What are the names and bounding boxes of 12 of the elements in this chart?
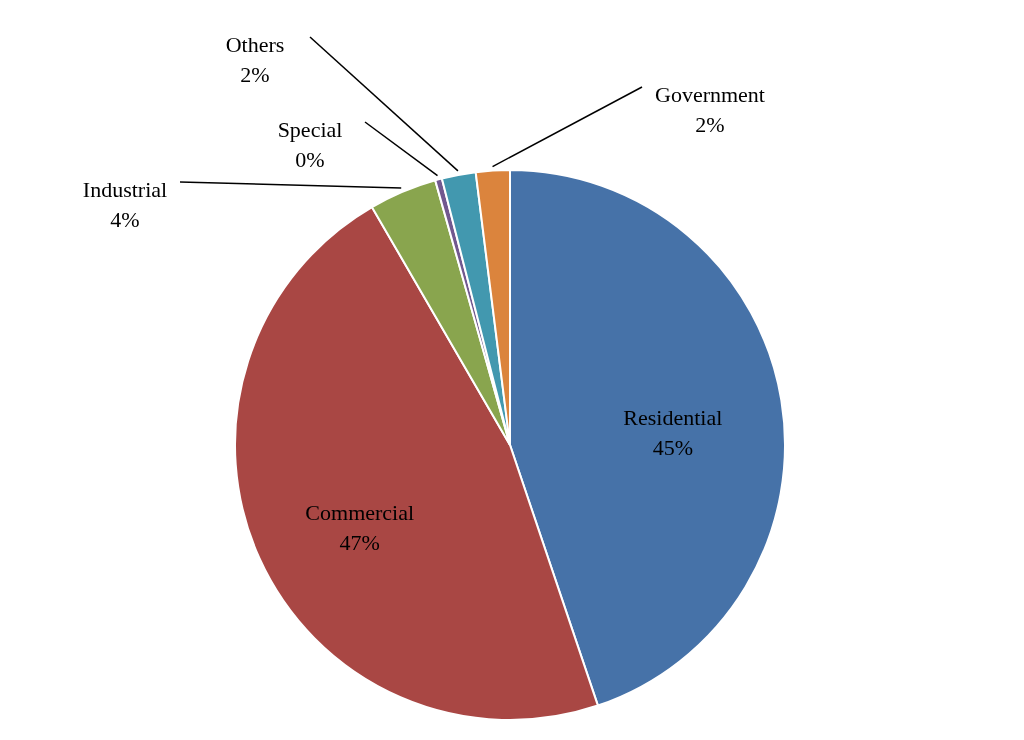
data-label: 4% xyxy=(110,207,140,232)
slice-label: Residential xyxy=(623,405,723,431)
slice-label: Government xyxy=(655,82,765,107)
data-label: 2% xyxy=(695,112,725,137)
data-label: 45% xyxy=(652,435,693,461)
slice-label: Industrial xyxy=(82,177,168,202)
data-label: 47% xyxy=(339,530,380,556)
data-label: 0% xyxy=(295,147,325,172)
data-label: 2% xyxy=(240,62,270,87)
slice-label: Others xyxy=(225,32,285,57)
slice-label: Special xyxy=(277,117,343,142)
slice-label: Commercial xyxy=(305,500,415,526)
